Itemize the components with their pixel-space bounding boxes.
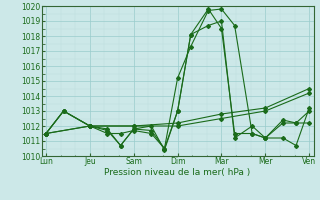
X-axis label: Pression niveau de la mer( hPa ): Pression niveau de la mer( hPa )	[104, 168, 251, 177]
